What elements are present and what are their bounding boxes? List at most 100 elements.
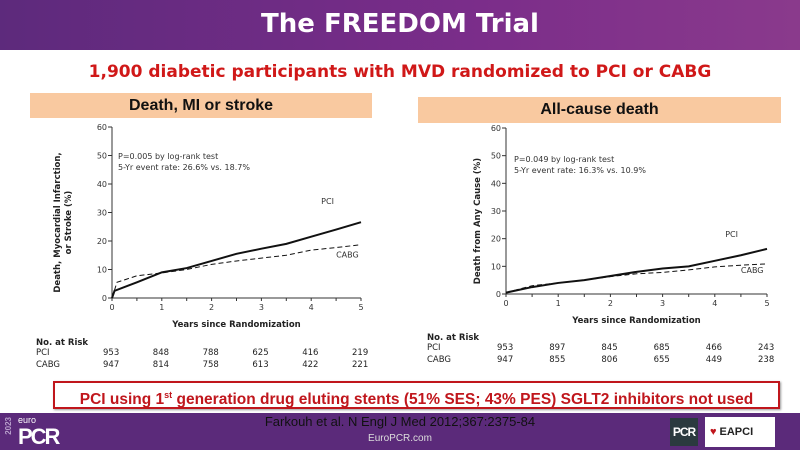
x-tick-label: 4: [712, 299, 717, 308]
y-tick-label: 0: [102, 294, 107, 303]
series-cabg: [111, 244, 362, 299]
chart-right: 0 10 20 30 40 50 60 0 1 2 3 4 5 Years since Randomiza…: [473, 124, 770, 326]
risk-value: 788: [202, 348, 219, 358]
citation: Farkouh et al. N Engl J Med 2012;367:237…: [264, 414, 536, 429]
x-tick-label: 4: [309, 303, 314, 312]
y-tick-label: 10: [491, 262, 501, 271]
series-label-pci: PCI: [321, 197, 334, 206]
x-tick-label: 1: [159, 303, 164, 312]
risk-row-label: CABG: [427, 355, 452, 365]
note-box: PCI using 1st generation drug eluting st…: [53, 381, 780, 409]
risk-value: 238: [758, 355, 775, 365]
series-label-cabg: CABG: [336, 251, 359, 260]
series-label-cabg: CABG: [741, 266, 764, 275]
x-axis-label: Years since Randomization: [171, 320, 300, 330]
series-pci: [505, 247, 768, 294]
annotation: 5-Yr event rate: 16.3% vs. 10.9%: [514, 166, 646, 175]
y-tick-label: 20: [491, 235, 501, 244]
x-tick-label: 2: [209, 303, 214, 312]
risk-heading: No. at Risk: [427, 333, 480, 343]
x-tick-label: 3: [259, 303, 264, 312]
risk-value: 947: [497, 355, 514, 365]
x-tick-label: 2: [608, 299, 613, 308]
note-sup: st: [164, 390, 173, 400]
risk-value: 625: [252, 348, 269, 358]
y-label-line: Death, Myocardial Infarction,: [53, 152, 63, 292]
risk-value: 806: [601, 355, 618, 365]
risk-value: 243: [758, 343, 775, 353]
y-axis-label: Death, Myocardial Infarction,or Stroke (…: [53, 152, 74, 292]
logo-pcr: PCR: [18, 424, 60, 449]
risk-value: 758: [202, 360, 219, 370]
chart-title-left: Death, MI or stroke: [30, 93, 372, 118]
annotation: 5-Yr event rate: 26.6% vs. 18.7%: [118, 163, 250, 172]
risk-value: 221: [352, 360, 369, 370]
note-text: PCI using 1: [79, 391, 165, 409]
risk-row: CABG 947 855 806 655 449 238: [427, 355, 777, 367]
risk-heading: No. at Risk: [36, 338, 89, 348]
x-tick-label: 3: [660, 299, 665, 308]
risk-row-label: CABG: [36, 360, 61, 370]
x-tick-label: 5: [358, 303, 363, 312]
annotation: P=0.049 by log-rank test: [514, 155, 614, 164]
risk-value: 422: [302, 360, 319, 370]
risk-value: 466: [705, 343, 723, 353]
risk-value: 416: [302, 348, 319, 358]
risk-value: 855: [549, 355, 566, 365]
series-label-pci: PCI: [725, 230, 738, 239]
y-tick-label: 50: [491, 152, 501, 161]
slide-subtitle: 1,900 diabetic participants with MVD ran…: [88, 62, 712, 82]
series-pci: [111, 221, 362, 299]
y-axis-label: Death from Any Cause (%): [473, 158, 483, 285]
risk-value: 953: [497, 343, 514, 353]
footer: 2023 euro PCR Farkouh et al. N Engl J Me…: [0, 413, 800, 450]
slide-title: The FREEDOM Trial: [0, 0, 800, 50]
y-tick-label: 30: [97, 209, 107, 218]
x-tick-label: 5: [764, 299, 769, 308]
risk-value: 655: [653, 355, 670, 365]
x-axis-label: Years since Randomization: [571, 316, 700, 326]
risk-value: 814: [152, 360, 170, 370]
europcr-logo: 2023 euro PCR: [4, 415, 64, 449]
risk-table-left: No. at Risk PCI 953 848 788 625 416 219 CABG 947 8…: [36, 338, 376, 372]
series-cabg: [505, 263, 768, 294]
heart-icon: ♥: [710, 426, 717, 438]
y-label-line: or Stroke (%): [64, 191, 74, 255]
risk-value: 947: [103, 360, 120, 370]
eapci-logo: ♥ EAPCI: [705, 417, 775, 447]
y-tick-label: 60: [491, 124, 501, 133]
y-tick-label: 10: [97, 266, 107, 275]
note-text-rest: generation drug eluting stents (51% SES;…: [172, 391, 754, 409]
eapci-text: EAPCI: [719, 426, 754, 438]
risk-value: 449: [705, 355, 723, 365]
risk-value: 219: [352, 348, 369, 358]
risk-row-label: PCI: [427, 343, 441, 353]
y-tick-label: 50: [97, 152, 107, 161]
risk-value: 848: [152, 348, 170, 358]
risk-row: PCI 953 848 788 625 416 219: [36, 348, 376, 360]
risk-row: PCI 953 897 845 685 466 243: [427, 343, 777, 355]
risk-value: 845: [601, 343, 618, 353]
x-tick-label: 1: [556, 299, 561, 308]
pcr-badge: PCR: [670, 418, 698, 446]
logo-euro: euro: [18, 415, 37, 425]
risk-table-right: No. at Risk PCI 953 897 845 685 466 243 CABG 947 8…: [427, 333, 777, 367]
risk-row: CABG 947 814 758 613 422 221: [36, 360, 376, 372]
y-tick-label: 30: [491, 207, 501, 216]
x-tick-label: 0: [503, 299, 508, 308]
y-tick-label: 20: [97, 237, 107, 246]
x-tick-label: 0: [109, 303, 114, 312]
risk-value: 685: [653, 343, 670, 353]
risk-value: 953: [103, 348, 120, 358]
y-tick-label: 60: [97, 123, 107, 132]
y-tick-label: 0: [496, 290, 501, 299]
website: EuroPCR.com: [368, 433, 432, 444]
chart-title-right: All-cause death: [418, 97, 781, 123]
risk-value: 613: [252, 360, 269, 370]
risk-row-label: PCI: [36, 348, 50, 358]
annotation: P=0.005 by log-rank test: [118, 152, 218, 161]
y-tick-label: 40: [97, 180, 107, 189]
chart-left: 0 10 20 30 40 50 60 0 1 2 3 4 5 Years since Randomiza…: [53, 123, 364, 330]
risk-value: 897: [549, 343, 566, 353]
y-tick-label: 40: [491, 179, 501, 188]
